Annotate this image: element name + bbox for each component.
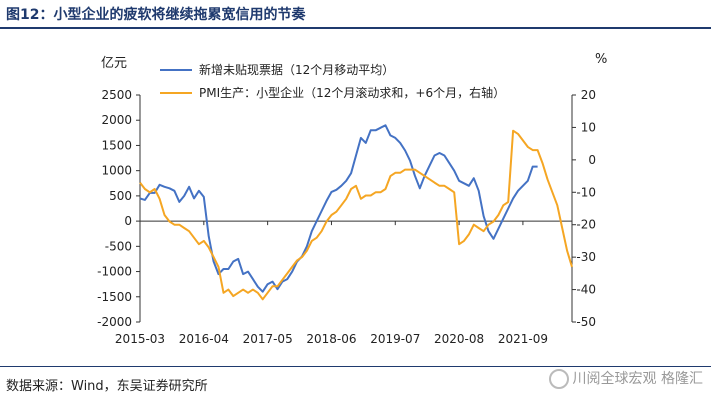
x-tick-label: 2015-03 bbox=[115, 332, 165, 346]
x-tick-label: 2017-05 bbox=[243, 332, 293, 346]
right-tick-label: -40 bbox=[576, 283, 596, 297]
left-tick-label: 1000 bbox=[101, 164, 132, 178]
axes-layer: 25002000150010005000-500-1000-1500-20002… bbox=[97, 88, 596, 346]
series-line-bills bbox=[139, 124, 538, 293]
watermark-text: 川阅全球宏观 格隆汇 bbox=[572, 371, 703, 387]
left-tick-label: -500 bbox=[105, 239, 132, 253]
left-tick-label: -1000 bbox=[97, 265, 132, 279]
left-tick-label: 500 bbox=[109, 189, 132, 203]
line-chart: 25002000150010005000-500-1000-1500-20002… bbox=[97, 62, 596, 346]
series-line-pmi bbox=[139, 129, 573, 301]
left-tick-label: -2000 bbox=[97, 315, 132, 329]
right-tick-label: -50 bbox=[576, 315, 596, 329]
right-axis-unit: % bbox=[595, 52, 608, 67]
right-tick-label: 10 bbox=[581, 120, 596, 134]
right-tick-label: 20 bbox=[581, 88, 596, 102]
right-tick-label: -30 bbox=[576, 250, 596, 264]
left-tick-label: 1500 bbox=[101, 138, 132, 152]
left-tick-label: -1500 bbox=[97, 290, 132, 304]
left-tick-label: 0 bbox=[124, 214, 132, 228]
legend-label: PMI生产：小型企业（12个月滚动求和，+6个月，右轴） bbox=[199, 85, 505, 100]
left-tick-label: 2500 bbox=[101, 88, 132, 102]
x-tick-label: 2016-04 bbox=[179, 332, 229, 346]
right-tick-label: -20 bbox=[576, 218, 596, 232]
x-tick-label: 2021-09 bbox=[498, 332, 548, 346]
left-axis-unit: 亿元 bbox=[101, 56, 128, 71]
series-layer bbox=[139, 124, 573, 301]
right-tick-label: 0 bbox=[588, 153, 596, 167]
left-tick-label: 2000 bbox=[101, 113, 132, 127]
right-tick-label: -10 bbox=[576, 185, 596, 199]
x-tick-label: 2020-08 bbox=[434, 332, 484, 346]
watermark: 川阅全球宏观 格隆汇 bbox=[548, 368, 703, 389]
x-tick-label: 2019-07 bbox=[370, 332, 420, 346]
title-divider bbox=[0, 27, 711, 29]
data-source: 数据来源：Wind，东吴证券研究所 bbox=[6, 379, 208, 394]
figure-title: 图12：小型企业的疲软将继续拖累宽信用的节奏 bbox=[6, 7, 306, 23]
source-divider bbox=[0, 366, 711, 367]
wechat-logo-icon bbox=[548, 369, 569, 389]
x-tick-label: 2018-06 bbox=[306, 332, 356, 346]
legend: 新增未贴现票据（12个月移动平均） PMI生产：小型企业（12个月滚动求和，+6个… bbox=[160, 62, 505, 100]
legend-label: 新增未贴现票据（12个月移动平均） bbox=[199, 62, 394, 77]
